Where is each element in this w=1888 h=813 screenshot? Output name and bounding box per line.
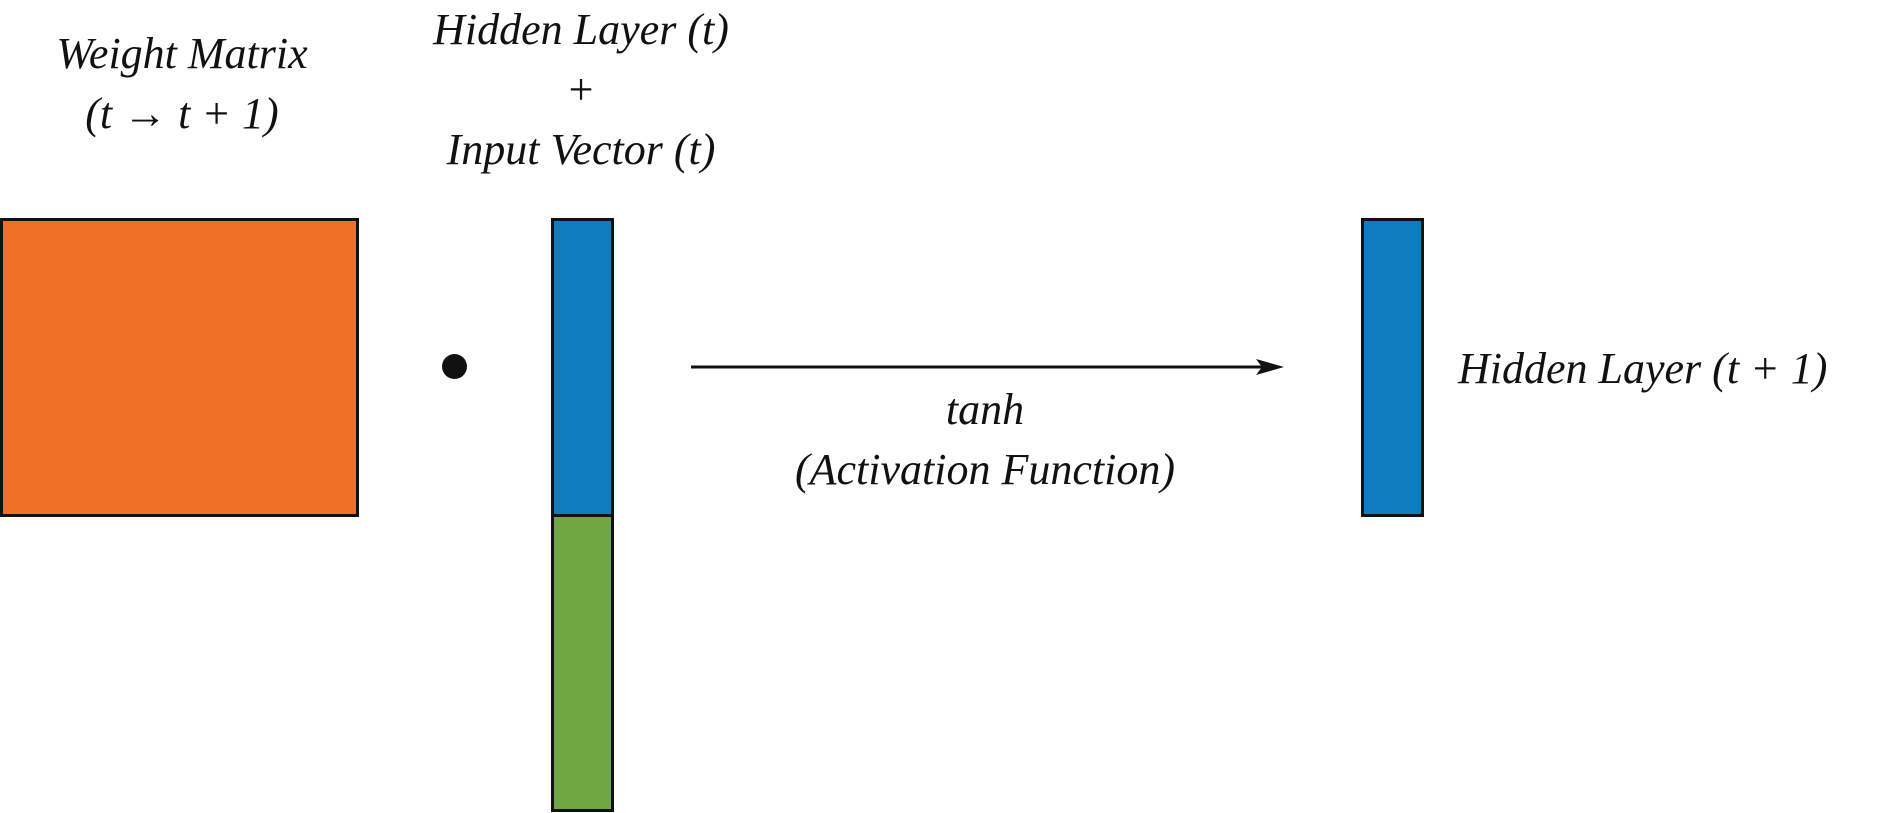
hidden-layer-t1-block <box>1361 218 1424 517</box>
tanh-label: tanh <box>945 385 1025 434</box>
weight-matrix-block <box>0 218 359 517</box>
weight-matrix-label: Weight Matrix (t → t + 1) <box>0 24 364 144</box>
input-vector-t-block <box>551 514 614 812</box>
arrow-head <box>1256 359 1284 375</box>
dot-product-operator <box>442 354 467 379</box>
concat-vector-label: Hidden Layer (t) + Input Vector (t) <box>380 0 782 180</box>
input-vector-t-label: Input Vector (t) <box>446 125 716 174</box>
plus-sign: + <box>568 65 594 114</box>
hidden-layer-t1-label: Hidden Layer (t + 1) <box>1458 344 1828 393</box>
hidden-layer-t-block <box>551 218 614 516</box>
activation-function-caption: (Activation Function) <box>795 445 1175 494</box>
weight-matrix-label-line2: (t → t + 1) <box>85 89 279 138</box>
hidden-layer-t-label: Hidden Layer (t) <box>433 5 729 54</box>
activation-function-label: tanh (Activation Function) <box>740 380 1230 500</box>
weight-matrix-label-line1: Weight Matrix <box>56 29 308 78</box>
